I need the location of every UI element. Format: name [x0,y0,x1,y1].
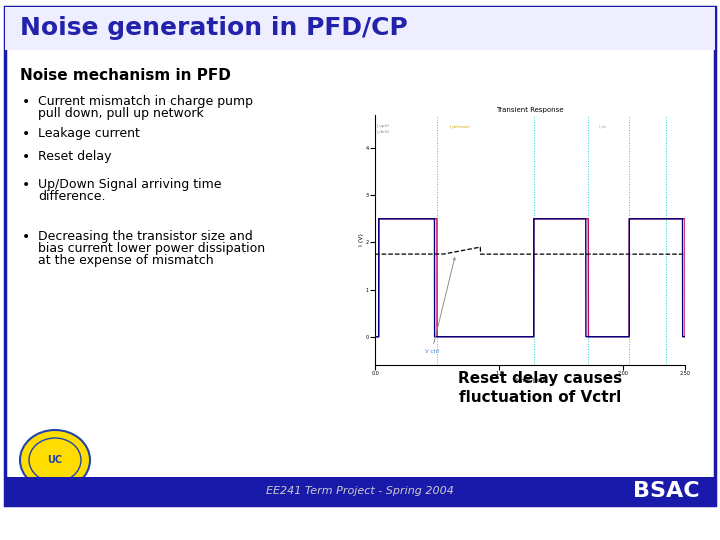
Text: at the expense of mismatch: at the expense of mismatch [38,254,214,267]
Text: Reset delay causes: Reset delay causes [458,370,622,386]
Text: Decreasing the transistor size and: Decreasing the transistor size and [38,230,253,243]
Text: Noise generation in PFD/CP: Noise generation in PFD/CP [20,16,408,40]
Text: Leakage current: Leakage current [38,127,140,140]
Text: •: • [22,230,30,244]
Text: V ctrl: V ctrl [425,258,455,354]
Text: EE241 Term Project - Spring 2004: EE241 Term Project - Spring 2004 [266,486,454,496]
X-axis label: time ( s ): time ( s ) [516,377,544,383]
Text: Reset delay: Reset delay [38,150,112,163]
Text: Current mismatch in charge pump: Current mismatch in charge pump [38,95,253,108]
Text: fluctuation of Vctrl: fluctuation of Vctrl [459,390,621,406]
Bar [5,477,715,505]
Y-axis label: I (V): I (V) [359,234,364,246]
Text: bias current lower power dissipation: bias current lower power dissipation [38,242,265,255]
Ellipse shape [20,430,90,490]
Bar [5,7,715,50]
Text: I_dn(max): I_dn(max) [449,124,470,129]
Text: •: • [22,127,30,141]
Text: difference.: difference. [38,190,106,203]
Text: I_dn: I_dn [598,124,607,129]
Text: •: • [22,178,30,192]
Text: I_up(t)
I_dn(t): I_up(t) I_dn(t) [377,124,390,133]
Text: UC: UC [48,455,63,465]
Text: •: • [22,150,30,164]
Text: Noise mechanism in PFD: Noise mechanism in PFD [20,68,231,83]
Text: Up/Down Signal arriving time: Up/Down Signal arriving time [38,178,222,191]
Text: pull down, pull up network: pull down, pull up network [38,107,204,120]
Ellipse shape [29,438,81,482]
Title: Transient Response: Transient Response [496,107,564,113]
Text: •: • [22,95,30,109]
Text: BSAC: BSAC [634,481,700,501]
